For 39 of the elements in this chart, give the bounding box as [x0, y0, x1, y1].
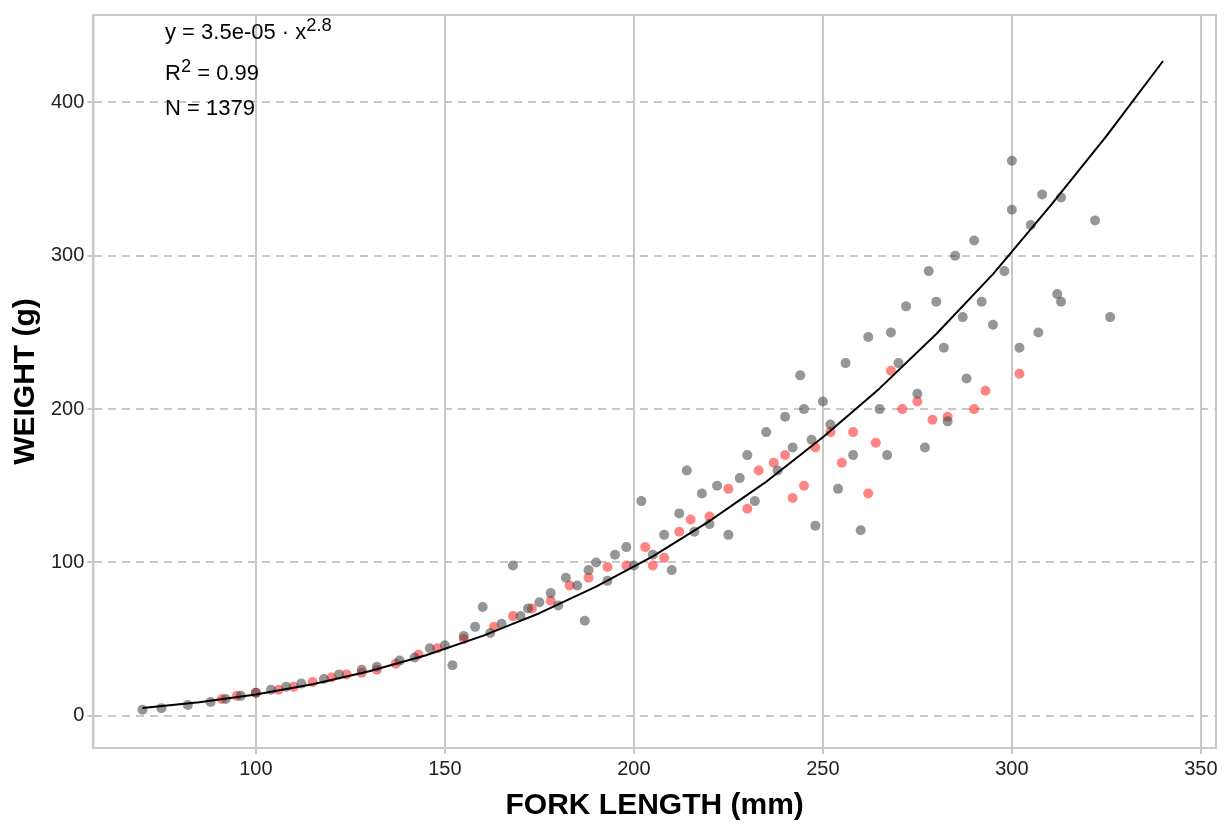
- point: [863, 488, 874, 499]
- point: [602, 562, 613, 573]
- point: [659, 552, 670, 563]
- x-tick-label: 350: [1184, 756, 1218, 779]
- point: [980, 385, 991, 396]
- point: [787, 493, 798, 504]
- point: [927, 414, 938, 425]
- annotation: R$^{2}$ = 0.99: [165, 54, 260, 88]
- x-tick-label: 300: [995, 756, 1029, 779]
- point: [836, 457, 847, 468]
- point: [798, 480, 809, 491]
- x-tick-label: 250: [806, 756, 840, 779]
- point: [647, 560, 658, 571]
- point: [674, 526, 685, 537]
- y-axis-title: WEIGHT (g): [7, 298, 41, 465]
- point: [685, 514, 696, 525]
- point: [742, 503, 753, 514]
- x-tick-label: 200: [617, 756, 651, 779]
- x-tick-label: 150: [428, 756, 462, 779]
- point: [897, 404, 908, 415]
- y-tick-label: 400: [50, 89, 85, 112]
- point: [723, 483, 734, 494]
- point: [1014, 368, 1025, 379]
- y-tick-label: 300: [50, 243, 85, 266]
- point: [780, 450, 791, 461]
- x-axis-title: FORK LENGTH (mm): [505, 787, 804, 821]
- y-tick-label: 200: [50, 396, 85, 419]
- point: [768, 457, 779, 468]
- point: [848, 427, 859, 438]
- annotation: N = 1379: [165, 93, 256, 122]
- x-tick-label: 100: [239, 756, 273, 779]
- point: [885, 365, 896, 376]
- point: [753, 465, 764, 476]
- y-tick-label: 100: [50, 549, 85, 572]
- y-tick-label: 0: [73, 703, 85, 726]
- point: [640, 542, 651, 553]
- point: [870, 437, 881, 448]
- point: [969, 404, 980, 415]
- annotation: y = 3.5e-05 · x$^{2.8}$: [165, 13, 332, 47]
